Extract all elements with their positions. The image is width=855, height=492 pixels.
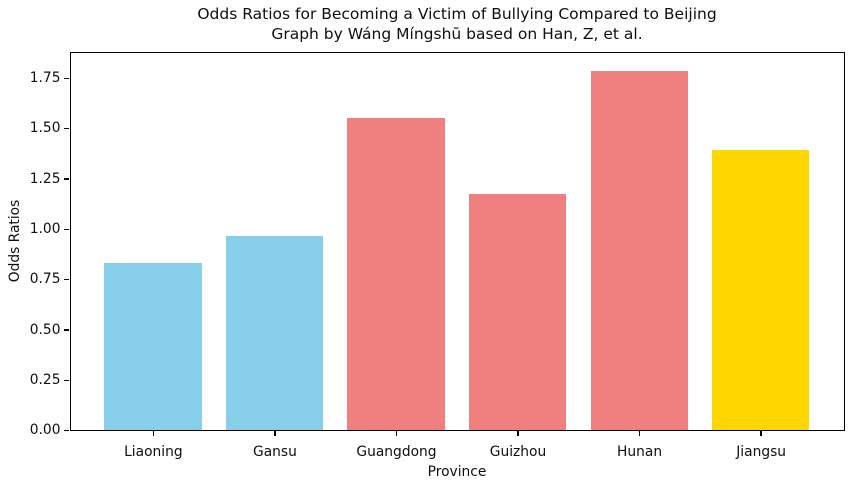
y-tick-label: 0.75 (29, 271, 61, 288)
y-tick-mark (64, 128, 69, 130)
y-tick-label: 0.50 (29, 321, 61, 338)
x-tick-mark (638, 430, 641, 436)
y-tick-label: 1.00 (29, 220, 61, 237)
y-tick-mark (64, 279, 69, 281)
chart-title: Odds Ratios for Becoming a Victim of Bul… (197, 5, 717, 23)
y-tick-mark (64, 178, 69, 180)
y-tick-label: 1.50 (29, 120, 61, 137)
bar-jiangsu (712, 149, 810, 430)
x-axis-label: Province (427, 464, 487, 480)
chart-subtitle: Graph by Wáng Míngshū based on Han, Z, e… (271, 24, 643, 43)
y-tick-label: 0.25 (29, 371, 61, 388)
chart-title-block: Odds Ratios for Becoming a Victim of Bul… (69, 5, 845, 44)
x-tick-mark (760, 430, 762, 436)
x-tick-mark (517, 430, 519, 436)
x-tick-label-gansu: Gansu (253, 443, 297, 460)
x-tick-mark (395, 430, 398, 436)
plot-area (69, 52, 845, 431)
bar-liaoning (104, 262, 202, 430)
x-tick-label-jiangsu: Jiangsu (736, 443, 787, 460)
y-tick-mark (64, 430, 69, 432)
bar-guizhou (469, 194, 567, 430)
y-tick-label: 1.25 (29, 170, 61, 187)
bar-gansu (225, 236, 324, 430)
y-tick-mark (64, 329, 69, 331)
x-tick-label-guangdong: Guangdong (356, 443, 437, 460)
y-tick-label: 1.75 (29, 69, 61, 86)
x-tick-mark (152, 430, 155, 436)
bar-hunan (590, 71, 688, 430)
x-tick-label-guizhou: Guizhou (489, 443, 547, 460)
y-axis-label: Odds Ratios (7, 199, 23, 283)
bar-guangdong (347, 117, 445, 430)
x-tick-label-hunan: Hunan (617, 443, 663, 460)
y-tick-mark (64, 228, 69, 231)
x-tick-mark (274, 430, 276, 436)
y-tick-label: 0.00 (29, 422, 61, 439)
x-tick-label-liaoning: Liaoning (124, 443, 183, 460)
y-tick-mark (64, 77, 69, 80)
y-tick-mark (64, 379, 69, 382)
